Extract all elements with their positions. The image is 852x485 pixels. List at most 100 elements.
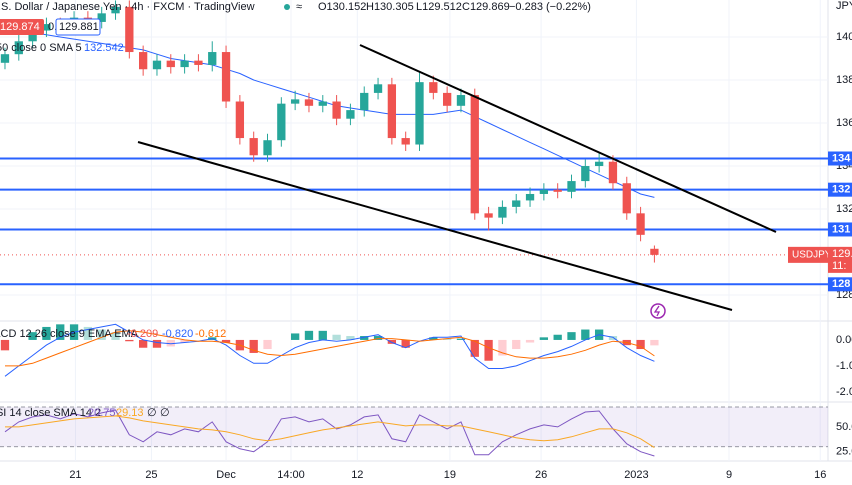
ohlc-open: O130.152 <box>318 1 366 13</box>
candle-body <box>346 110 355 119</box>
macd-hist-bar <box>498 339 507 356</box>
sell-box[interactable] <box>0 19 44 35</box>
candle-body <box>180 60 189 68</box>
rsi-line <box>4 409 655 457</box>
candle-body <box>111 6 120 14</box>
macd-hist-bar <box>401 339 410 348</box>
rsi-na: ∅ <box>147 407 157 419</box>
macd-hist-bar <box>28 332 37 340</box>
rsi-sma-line <box>5 415 655 449</box>
y-tick-label: 138.000 <box>836 74 852 86</box>
macd-hist-bar <box>125 339 134 342</box>
candle-body <box>194 60 203 65</box>
rsi-na: ∅ <box>160 407 170 419</box>
candle-body <box>166 60 175 68</box>
candle-body <box>650 248 659 255</box>
x-tick-label: 2023 <box>624 469 648 481</box>
candle-body <box>429 82 438 93</box>
rsi-tick-label: 50.00 <box>836 421 852 433</box>
compare-icon: ≈ <box>296 1 302 13</box>
rsi-tick-label: 25.00 <box>836 446 852 458</box>
candle-body <box>208 52 217 65</box>
macd-signal-line <box>5 330 655 367</box>
ohlc-high: H130.305 <box>366 1 414 13</box>
macd-hist-bar <box>581 329 590 340</box>
macd-hist-bar <box>56 324 65 340</box>
candle-body <box>484 213 493 218</box>
level-label: 134 <box>832 152 851 164</box>
macd-hist-bar <box>180 339 189 343</box>
y-tick-label: 128.000 <box>836 289 852 301</box>
event-icon[interactable] <box>650 303 666 319</box>
macd-hist-bar <box>387 339 397 344</box>
buy-box[interactable] <box>55 18 101 36</box>
macd-hist-bar <box>318 330 327 340</box>
ohlc-change: −0.283 (−0.22%) <box>509 1 591 13</box>
candle-body <box>304 99 314 106</box>
macd-hist-bar <box>152 339 162 348</box>
candle-body <box>470 95 479 214</box>
candle-body <box>373 84 383 93</box>
candle-body <box>387 84 397 139</box>
macd-hist-bar <box>512 339 521 350</box>
price-box <box>828 246 852 273</box>
macd-tick-label: -2.000 <box>836 386 852 398</box>
macd-hist-bar <box>442 338 452 340</box>
macd-hist-bar <box>221 339 231 343</box>
candle-body <box>125 6 134 53</box>
macd-hist-bar <box>484 339 493 361</box>
candle-body <box>28 30 37 42</box>
candle-body <box>360 92 369 111</box>
symbol-label: USDJPY <box>792 250 832 261</box>
rsi-value: 20.75 <box>88 407 116 419</box>
x-tick-label: Dec <box>216 469 236 481</box>
symbol-box <box>788 246 828 263</box>
macd-hist-bar <box>553 334 562 340</box>
symbol-title: U.S. Dollar / Japanese Yen · 4h · FXCM ·… <box>0 1 255 13</box>
sma-line <box>4 27 655 198</box>
macd-legend: MACD 12 26 close 9 EMA EMA <box>0 328 139 340</box>
level-label-box <box>828 277 852 292</box>
trend-line <box>359 44 777 233</box>
candle-body <box>498 206 507 218</box>
x-tick-label: 25 <box>145 469 157 481</box>
candle-body <box>318 101 327 106</box>
candle-body <box>14 41 23 55</box>
macd-hist-bar <box>373 336 383 340</box>
x-tick-label: 16 <box>814 469 826 481</box>
macd-hist-bar <box>42 326 51 340</box>
candle-body <box>221 52 231 102</box>
candle-body <box>594 161 604 167</box>
ohlc-low: L129.512 <box>416 1 462 13</box>
macd-hist-bar <box>249 339 258 353</box>
macd-hist-bar <box>360 336 369 340</box>
level-label-box <box>828 151 852 166</box>
candle-body <box>525 193 535 201</box>
macd-hist-bar <box>608 336 618 340</box>
candle-body <box>456 95 466 106</box>
candle-body <box>0 54 10 63</box>
candle-body <box>277 103 286 141</box>
y-tick-label: 140.000 <box>836 31 852 43</box>
macd-hist-bar <box>346 336 355 340</box>
status-dot <box>284 4 290 10</box>
macd-hist-bar <box>97 329 106 340</box>
price-label: 129. <box>832 248 852 260</box>
candle-body <box>608 161 618 184</box>
macd-hist-bar <box>525 339 535 343</box>
x-tick-label: 26 <box>535 469 547 481</box>
y-tick-label: 132.000 <box>836 203 852 215</box>
level-label: 128 <box>832 278 850 290</box>
macd-hist-bar <box>567 332 576 340</box>
macd-hist-bar <box>636 339 645 350</box>
candle-body <box>152 60 162 70</box>
candle-body <box>442 92 452 106</box>
candle-body <box>553 189 562 192</box>
macd-hist-bar <box>304 330 314 340</box>
macd-hist-bar <box>291 333 300 340</box>
event-icon-bolt <box>653 305 661 317</box>
ask-price: 129.881 <box>59 21 99 33</box>
macd-hist-bar <box>111 332 120 340</box>
macd-value: -0.820 <box>162 328 193 340</box>
